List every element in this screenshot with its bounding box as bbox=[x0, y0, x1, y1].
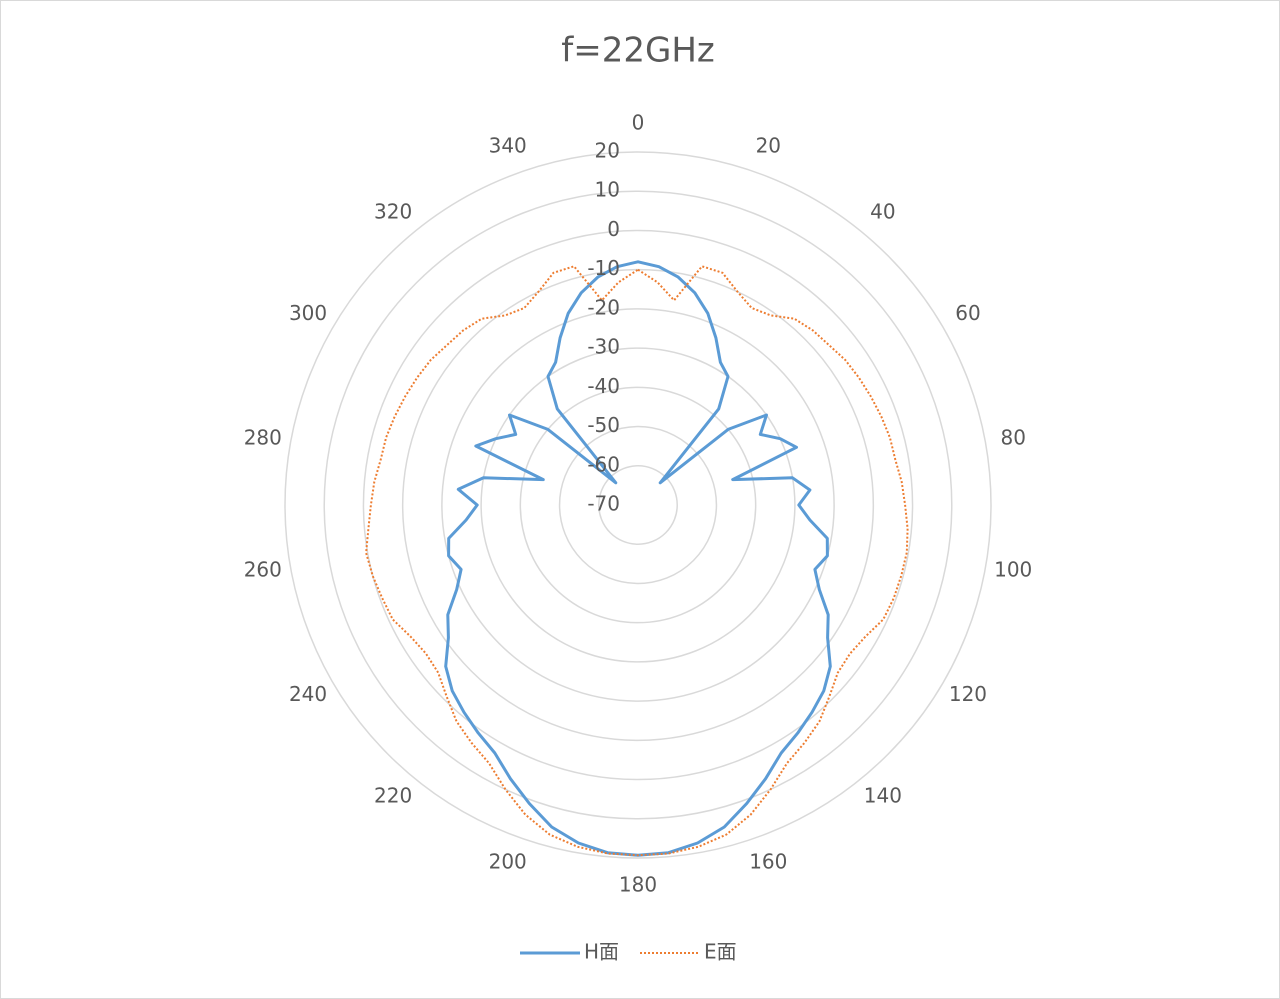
radial-tick-label: 20 bbox=[595, 139, 620, 163]
grid-ring bbox=[441, 308, 835, 702]
angle-label: 120 bbox=[949, 682, 987, 706]
angle-label: 260 bbox=[244, 558, 282, 582]
angle-label: 180 bbox=[619, 873, 657, 897]
angle-label: 40 bbox=[870, 200, 895, 224]
radial-tick-label: 10 bbox=[595, 178, 620, 202]
angle-label: 300 bbox=[289, 301, 327, 325]
angle-label: 240 bbox=[289, 682, 327, 706]
radial-tick-label: 0 bbox=[607, 217, 620, 241]
grid-ring bbox=[362, 229, 914, 781]
chart-title: f=22GHz bbox=[561, 31, 714, 71]
grid-ring bbox=[519, 386, 757, 624]
angle-label: 100 bbox=[994, 558, 1032, 582]
angle-label: 280 bbox=[244, 425, 282, 449]
angle-label: 320 bbox=[374, 200, 412, 224]
radial-tick-label: -50 bbox=[587, 413, 620, 437]
angle-label: 60 bbox=[955, 301, 980, 325]
angle-label: 160 bbox=[749, 850, 787, 874]
angle-label: 140 bbox=[864, 783, 902, 807]
legend-label: E面 bbox=[704, 940, 737, 964]
angle-label: 220 bbox=[374, 783, 412, 807]
angle-label: 340 bbox=[489, 133, 527, 157]
radial-tick-label: -60 bbox=[587, 452, 620, 476]
grid-ring bbox=[323, 190, 953, 820]
radial-tick-label: -30 bbox=[587, 335, 620, 359]
grid-ring bbox=[480, 347, 796, 663]
grid-ring bbox=[558, 425, 718, 585]
radial-tick-label: -20 bbox=[587, 295, 620, 319]
radial-tick-label: -10 bbox=[587, 256, 620, 280]
legend-label: H面 bbox=[584, 940, 619, 964]
angle-label: 20 bbox=[756, 133, 781, 157]
grid-ring bbox=[401, 268, 875, 742]
angle-label: 200 bbox=[489, 850, 527, 874]
radial-tick-label: -40 bbox=[587, 374, 620, 398]
grid-ring bbox=[598, 465, 678, 545]
grid-ring bbox=[284, 151, 992, 859]
angle-label: 80 bbox=[1000, 425, 1025, 449]
radial-tick-label: -70 bbox=[587, 492, 620, 516]
angle-label: 0 bbox=[632, 111, 645, 135]
series-line bbox=[365, 265, 909, 857]
